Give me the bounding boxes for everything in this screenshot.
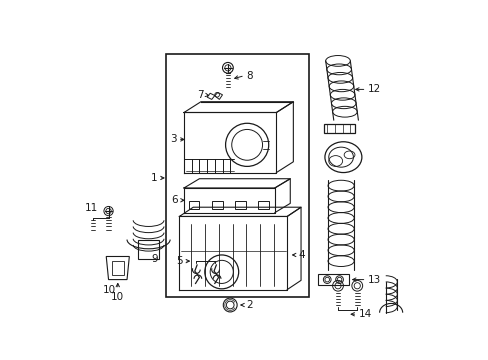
Bar <box>188 201 199 209</box>
Bar <box>138 239 159 259</box>
Polygon shape <box>214 93 222 99</box>
Bar <box>324 124 354 133</box>
Text: 10: 10 <box>111 292 124 302</box>
Text: 5: 5 <box>176 256 182 266</box>
Text: 10: 10 <box>103 285 116 294</box>
Text: 2: 2 <box>246 300 252 310</box>
Text: 9: 9 <box>151 254 157 264</box>
Bar <box>211 201 222 209</box>
Polygon shape <box>207 93 214 99</box>
Text: 8: 8 <box>246 71 252 81</box>
Polygon shape <box>106 256 129 280</box>
Bar <box>317 274 348 285</box>
Text: 7: 7 <box>196 90 203 100</box>
Text: 3: 3 <box>169 134 176 144</box>
Text: 1: 1 <box>150 173 157 183</box>
Bar <box>257 201 268 209</box>
Bar <box>111 261 123 275</box>
Text: 11: 11 <box>85 203 98 213</box>
Text: 12: 12 <box>367 84 381 94</box>
Bar <box>234 201 245 209</box>
Text: 6: 6 <box>171 195 178 205</box>
Bar <box>166 54 308 297</box>
Text: 13: 13 <box>367 275 381 285</box>
Text: 14: 14 <box>358 309 371 319</box>
Circle shape <box>324 277 329 282</box>
Text: 4: 4 <box>298 250 305 260</box>
Circle shape <box>337 277 341 282</box>
